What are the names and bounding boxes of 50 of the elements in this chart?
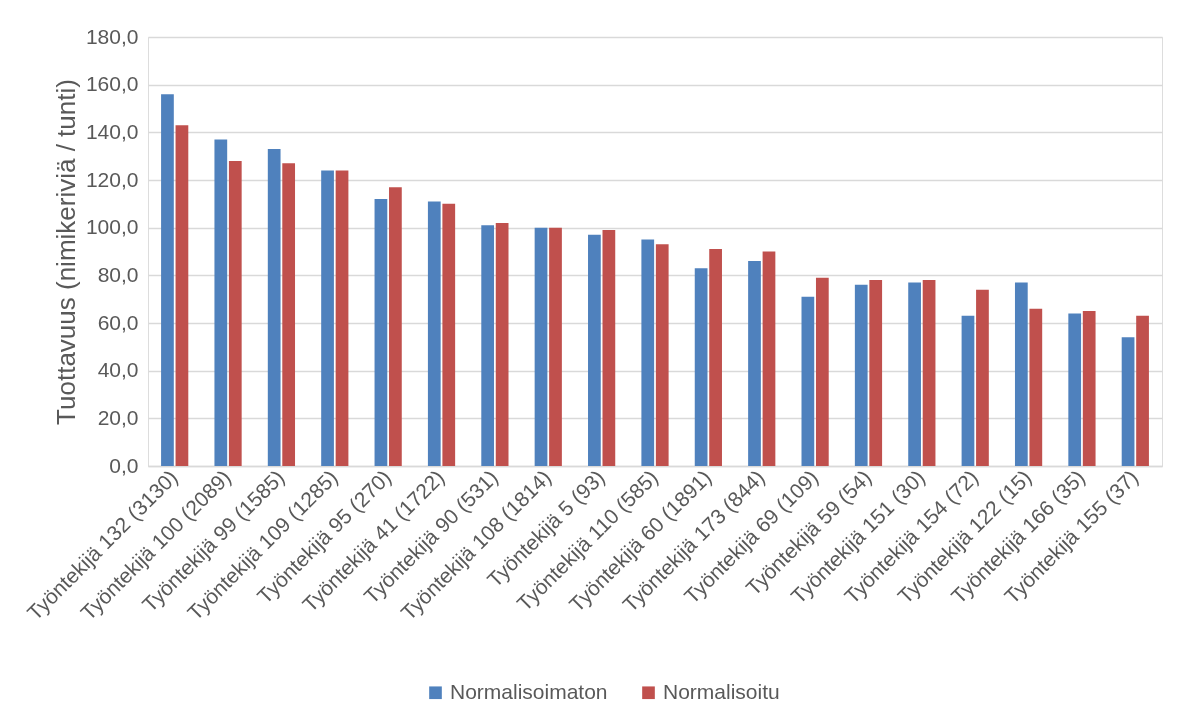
bar — [427, 201, 441, 466]
bar — [1014, 282, 1028, 466]
bar — [175, 125, 189, 466]
bar — [335, 170, 349, 466]
bar — [1029, 308, 1043, 466]
bar — [641, 239, 655, 466]
y-tick-label: 120,0 — [85, 167, 139, 191]
bar — [869, 280, 883, 466]
bar — [1068, 313, 1082, 466]
legend-label: Normalisoitu — [663, 679, 780, 703]
y-tick-label: 40,0 — [97, 358, 139, 382]
y-tick-label: 80,0 — [97, 262, 139, 286]
legend-label: Normalisoimaton — [450, 679, 608, 703]
bar — [655, 244, 669, 466]
bar — [762, 251, 776, 466]
bar — [389, 187, 402, 466]
bar — [908, 282, 921, 466]
bar — [321, 170, 334, 466]
bar — [694, 268, 708, 466]
bar — [815, 277, 829, 466]
bar — [602, 230, 616, 466]
y-tick-label: 160,0 — [85, 72, 139, 96]
bar — [267, 149, 281, 466]
bar — [442, 203, 456, 466]
bar — [228, 160, 242, 466]
y-tick-label: 140,0 — [85, 119, 139, 143]
bar — [922, 280, 936, 466]
bar — [282, 163, 296, 466]
bar — [481, 225, 495, 466]
bar — [534, 227, 548, 466]
y-tick-label: 20,0 — [97, 405, 139, 429]
y-tick-label: 180,0 — [85, 24, 139, 48]
bar — [1136, 315, 1149, 466]
bar — [1121, 337, 1135, 466]
bar — [854, 284, 868, 466]
bar — [976, 289, 989, 466]
y-tick-label: 60,0 — [97, 310, 139, 334]
bar — [161, 94, 174, 466]
bar — [748, 261, 761, 466]
bar — [801, 296, 815, 466]
y-axis-title: Tuottavuus (nimikeriviä / tunti) — [50, 79, 81, 425]
bar — [495, 222, 509, 466]
bar — [374, 199, 388, 466]
y-tick-label: 100,0 — [85, 215, 139, 239]
bar — [961, 315, 975, 466]
bar — [549, 227, 562, 466]
bar — [1082, 311, 1096, 466]
bar — [214, 139, 228, 466]
bar — [588, 234, 601, 466]
bar — [709, 249, 722, 466]
